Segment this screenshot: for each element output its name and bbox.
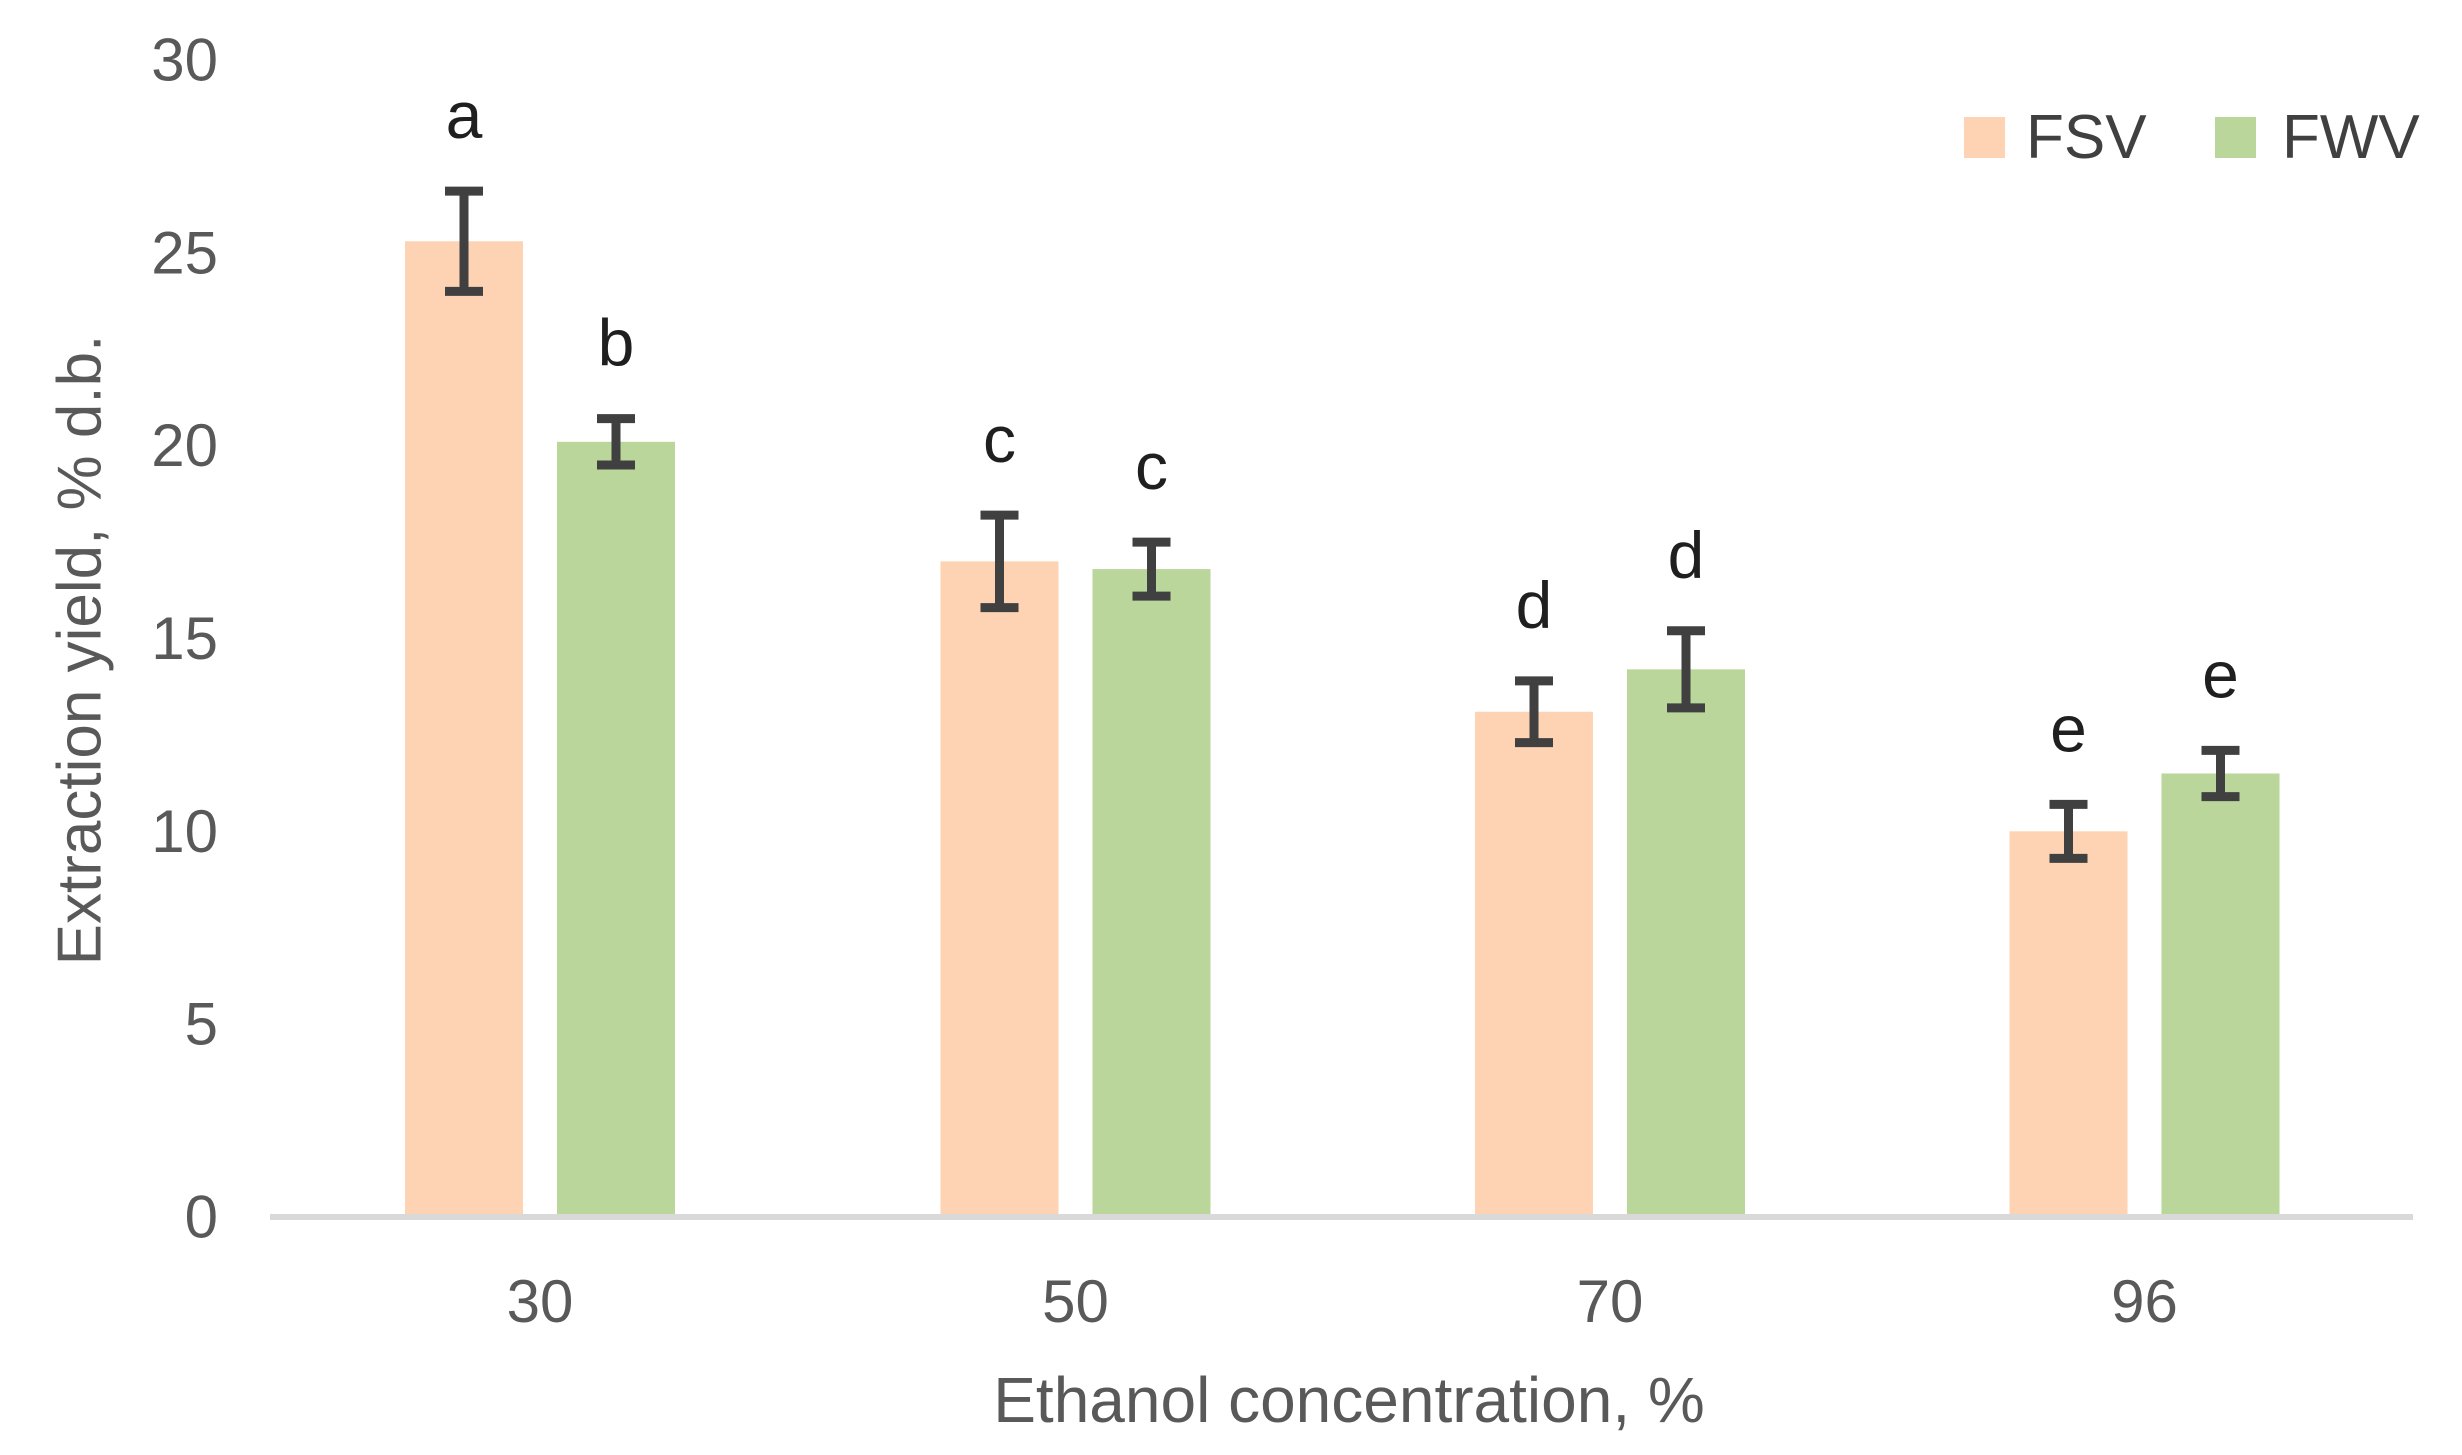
error-bar-fwv-50: [1132, 537, 1171, 601]
legend-label-fwv: FWV: [2282, 103, 2420, 172]
bar-fsv-96: [2009, 831, 2128, 1217]
y-axis-title: Extraction yield, % d.b.: [46, 335, 115, 966]
significance-letter-fsv-96: e: [2050, 691, 2087, 765]
bar-fsv-70: [1475, 711, 1593, 1217]
bar-fsv-30: [405, 241, 523, 1218]
y-tick-label-30: 30: [151, 27, 218, 94]
error-bar-fsv-30: [445, 186, 483, 296]
error-bar-fwv-30: [597, 414, 635, 470]
x-tick-label-50: 50: [1042, 1268, 1109, 1335]
y-tick-label-0: 0: [185, 1184, 218, 1251]
significance-letter-fsv-70: d: [1516, 568, 1553, 642]
x-axis-title: Ethanol concentration, %: [993, 1364, 1705, 1436]
significance-letter-fwv-70: d: [1668, 518, 1705, 592]
x-tick-label-96: 96: [2111, 1268, 2178, 1335]
y-tick-label-20: 20: [151, 412, 218, 479]
error-bar-fwv-96: [2201, 745, 2240, 802]
legend-swatch-fwv: [2215, 117, 2256, 158]
bar-fsv-50: [940, 561, 1059, 1217]
error-bar-fsv-70: [1515, 676, 1553, 748]
legend-swatch-fsv: [1964, 117, 2005, 158]
bar-fwv-50: [1092, 569, 1211, 1217]
error-bar-fwv-70: [1667, 626, 1705, 713]
x-tick-label-70: 70: [1577, 1268, 1644, 1335]
bar-fwv-30: [557, 441, 675, 1217]
significance-letter-fwv-96: e: [2202, 637, 2239, 711]
significance-letter-fsv-30: a: [446, 78, 483, 152]
error-bar-fsv-96: [2049, 799, 2088, 863]
legend-label-fsv: FSV: [2026, 103, 2147, 172]
y-tick-label-5: 5: [185, 991, 218, 1058]
legend-item-fsv: FSV: [1964, 103, 2147, 172]
y-tick-label-25: 25: [151, 219, 218, 286]
x-tick-label-30: 30: [507, 1268, 574, 1335]
y-tick-label-15: 15: [151, 605, 218, 672]
legend-item-fwv: FWV: [2215, 103, 2420, 172]
significance-letter-fsv-50: c: [983, 402, 1016, 476]
bar-fwv-96: [2161, 773, 2280, 1217]
bar-fwv-70: [1627, 669, 1745, 1217]
significance-letter-fwv-30: b: [598, 306, 635, 380]
significance-letter-fwv-50: c: [1135, 429, 1168, 503]
y-tick-label-10: 10: [151, 798, 218, 865]
error-bar-fsv-50: [980, 510, 1019, 613]
